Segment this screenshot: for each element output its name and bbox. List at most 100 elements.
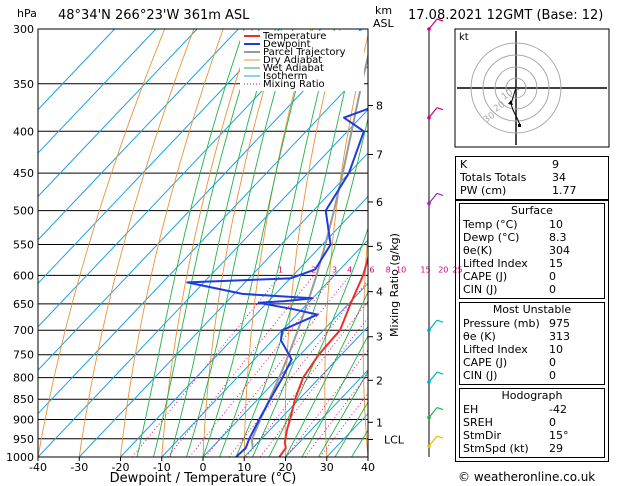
- wind-barb-flag: [436, 18, 444, 22]
- dry-adiabat-line: [161, 29, 253, 457]
- wet-adiabat-line: [252, 116, 368, 457]
- temperature-line: [278, 254, 368, 457]
- isotherm-line: [243, 326, 368, 457]
- wind-barb-staff: [428, 319, 438, 331]
- mixing-ratio-label: 20: [438, 265, 448, 274]
- pressure-tick-label: 850: [13, 393, 34, 406]
- mixing-ratio-label: 1: [278, 265, 283, 274]
- dry-adiabat-line: [243, 29, 312, 457]
- wet-adiabat-line: [268, 227, 368, 457]
- temp-tick-label: -10: [153, 461, 171, 474]
- temp-tick-label: 0: [200, 461, 207, 474]
- hodo-row: EH -42: [463, 403, 567, 416]
- index-row: Totals Totals 34: [460, 171, 566, 184]
- pressure-tick-label: 300: [13, 23, 34, 36]
- dry-adiabat-line: [324, 33, 368, 457]
- dry-adiabat-line: [400, 29, 428, 457]
- pressure-tick-label: 500: [13, 205, 34, 218]
- mixing-ratio-label: 6: [369, 265, 374, 274]
- wet-adiabat-line: [186, 29, 294, 457]
- pressure-tick-label: 1000: [6, 451, 34, 464]
- legend-temperature: Temperature: [262, 31, 326, 42]
- mu-row: CAPE (J) 0: [463, 356, 556, 369]
- temp-tick-label: 20: [279, 461, 293, 474]
- mixing-ratio-label: 4: [347, 265, 352, 274]
- wind-barbs: [427, 18, 444, 457]
- km-tick-label: 5: [376, 240, 383, 253]
- dry-adiabat-line: [78, 29, 195, 457]
- mixing-ratio-line: [205, 275, 351, 457]
- km-tick-label: 7: [376, 149, 383, 162]
- surface-row: Temp (°C) 10: [463, 218, 563, 231]
- mixing-ratio-axis-title: Mixing Ratio (g/kg): [388, 233, 401, 337]
- legend-parcel: Parcel Trajectory: [263, 47, 346, 58]
- pressure-tick-label: 650: [13, 298, 34, 311]
- background-lines: [38, 29, 457, 457]
- wet-adiabat-line: [136, 29, 245, 457]
- legend: Temperature Dewpoint Parcel Trajectory D…: [240, 31, 364, 91]
- pressure-tick-label: 900: [13, 414, 34, 427]
- dry-adiabat-line: [362, 227, 368, 457]
- surface-row: CAPE (J) 0: [463, 270, 556, 283]
- wet-adiabat-line: [301, 334, 368, 457]
- wet-adiabat-line: [219, 29, 336, 457]
- pressure-tick-label: 950: [13, 433, 34, 446]
- mixing-ratio-label: 2: [311, 265, 316, 274]
- isotherm-line: [38, 29, 280, 285]
- surface-row: Dewp (°C) 8.3: [463, 231, 567, 244]
- wet-adiabat-line: [202, 29, 314, 457]
- pressure-tick-label: 750: [13, 349, 34, 362]
- mixing-ratio-label: 15: [420, 265, 430, 274]
- legend-dewpoint: Dewpoint: [263, 39, 311, 50]
- km-tick-label: LCL: [384, 434, 405, 447]
- mixing-ratio-line: [131, 275, 281, 457]
- wind-barb-flag: [436, 192, 444, 196]
- pressure-tick-label: 400: [13, 125, 34, 138]
- hodo-row: SREH 0: [463, 416, 556, 429]
- isotherm-line: [38, 29, 322, 328]
- wet-adiabat-line: [153, 29, 260, 457]
- wind-barb-staff: [428, 435, 438, 447]
- hodo-row: StmSpd (kt) 29: [463, 442, 563, 455]
- wind-barb-staff: [428, 407, 438, 418]
- wet-adiabat-line: [169, 29, 276, 457]
- mu-row: θe (K) 313: [463, 330, 570, 343]
- most-unstable-title: Most Unstable: [492, 303, 572, 316]
- km-tick-label: 6: [376, 196, 383, 209]
- dry-adiabat-line: [202, 29, 283, 457]
- km-unit: km: [375, 4, 393, 17]
- mixing-ratio-labels: 1 2 3 4 6 8 10 15 20 25: [278, 265, 463, 274]
- wet-adiabat-line: [235, 29, 361, 457]
- pressure-tick-label: 350: [13, 78, 34, 91]
- temp-tick-label: 30: [320, 461, 334, 474]
- dry-adiabat-line: [120, 29, 224, 457]
- mixing-ratio-label: 10: [396, 265, 406, 274]
- datetime-title: 17.08.2021 12GMT (Base: 12): [408, 8, 604, 23]
- profiles: [186, 52, 368, 457]
- wind-barb-staff: [428, 107, 438, 119]
- mixing-ratio-line: [246, 300, 368, 457]
- mixing-ratio-label: 25: [452, 265, 462, 274]
- km-tick-label: 4: [376, 286, 383, 299]
- km-tick-label: 2: [376, 374, 383, 387]
- pressure-tick-label: 600: [13, 269, 34, 282]
- isotherm-line: [78, 152, 368, 457]
- isotherm-line: [285, 369, 368, 457]
- wind-barb-flag: [436, 107, 444, 111]
- isotherm-line: [38, 108, 368, 457]
- isotherm-line: [202, 282, 368, 457]
- legend-wet-adiabat: Wet Adiabat: [263, 63, 324, 74]
- mu-row: Lifted Index 10: [463, 343, 563, 356]
- legend-dry-adiabat: Dry Adiabat: [263, 55, 322, 66]
- copyright-footer[interactable]: © weatheronline.co.uk: [458, 470, 596, 484]
- dry-adiabat-line: [436, 29, 457, 457]
- hodograph-box: Hodograph EH -42 SREH 0 StmDir 15° StmSpd (…: [459, 388, 605, 458]
- legend-isotherm: Isotherm: [263, 71, 307, 82]
- pressure-unit: hPa: [17, 7, 37, 20]
- wind-barb-staff: [428, 18, 438, 30]
- surface-row: θe(K) 304: [463, 244, 570, 257]
- surface-row: Lifted Index 15: [463, 257, 563, 270]
